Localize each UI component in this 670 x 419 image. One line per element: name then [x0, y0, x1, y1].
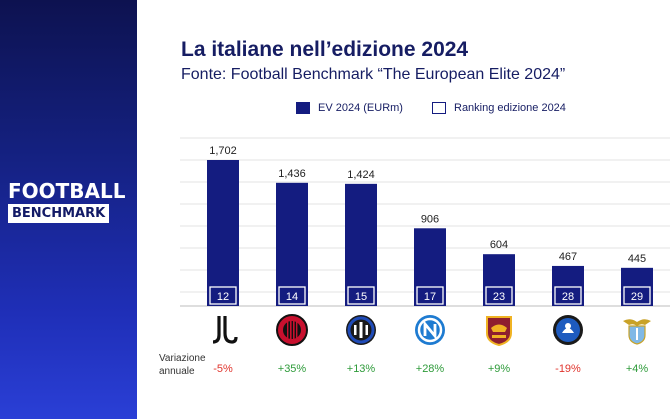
legend-item-ev: EV 2024 (EURm) [296, 102, 403, 114]
variation-value: +35% [278, 363, 307, 375]
value-label: 1,424 [347, 169, 375, 181]
bar-chart: 1,702 12 -5% 1,436 14 +35% 1,424 15 +13% 906 17 +28… [180, 137, 670, 375]
bar [207, 160, 239, 306]
value-label: 445 [628, 253, 646, 265]
chart-subtitle: Fonte: Football Benchmark “The European … [181, 66, 566, 83]
legend-item-ranking: Ranking edizione 2024 [432, 102, 566, 114]
value-label: 604 [490, 239, 508, 251]
ranking-box [623, 286, 651, 305]
ranking-label: 23 [493, 291, 505, 303]
variation-label-line1: Variazione [159, 353, 206, 364]
value-label: 906 [421, 213, 439, 225]
juventus-icon [206, 313, 240, 347]
logo-text-top: FOOTBALL [8, 179, 126, 203]
legend-label-ranking: Ranking edizione 2024 [454, 102, 566, 114]
ranking-box [416, 286, 444, 305]
legend-label-ev: EV 2024 (EURm) [318, 102, 403, 114]
ranking-label: 28 [562, 291, 574, 303]
ranking-label: 12 [217, 291, 229, 303]
ranking-box [485, 286, 513, 305]
variation-label-line2: annuale [159, 366, 195, 377]
lazio-icon [620, 313, 654, 347]
napoli-icon [413, 313, 447, 347]
ranking-label: 17 [424, 291, 436, 303]
inter-icon [344, 313, 378, 347]
atalanta-icon [551, 313, 585, 347]
variation-value: +13% [347, 363, 376, 375]
ranking-box [347, 286, 375, 305]
ranking-label: 29 [631, 291, 643, 303]
legend-swatch-ev [296, 102, 310, 114]
variation-value: -5% [213, 363, 233, 375]
milan-icon [275, 313, 309, 347]
value-label: 1,702 [209, 145, 237, 157]
bar [276, 182, 308, 306]
roma-icon [482, 313, 516, 347]
variation-value: +9% [488, 363, 511, 375]
sidebar: FOOTBALL BENCHMARK [0, 0, 137, 419]
chart-title: La italiane nell’edizione 2024 [181, 38, 469, 61]
ranking-box [278, 286, 306, 305]
ranking-label: 14 [286, 291, 298, 303]
variation-value: +4% [626, 363, 649, 375]
ranking-box [209, 286, 237, 305]
football-benchmark-logo: FOOTBALL BENCHMARK [8, 180, 130, 223]
variation-value: +28% [416, 363, 445, 375]
ranking-box [554, 286, 582, 305]
value-label: 467 [559, 251, 577, 263]
logo-text-bottom: BENCHMARK [8, 204, 110, 223]
legend-swatch-ranking [432, 102, 446, 114]
variation-label: Variazione annuale [159, 352, 206, 378]
bar [345, 183, 377, 306]
ranking-label: 15 [355, 291, 367, 303]
variation-value: -19% [555, 363, 581, 375]
value-label: 1,436 [278, 168, 306, 180]
